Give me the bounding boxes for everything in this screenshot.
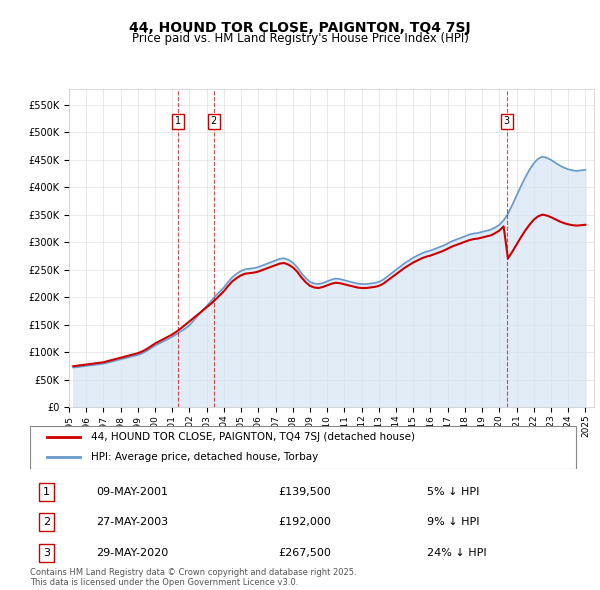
Text: 27-MAY-2003: 27-MAY-2003 (96, 517, 169, 527)
Text: 3: 3 (43, 548, 50, 558)
Text: Contains HM Land Registry data © Crown copyright and database right 2025.
This d: Contains HM Land Registry data © Crown c… (30, 568, 356, 587)
Text: 44, HOUND TOR CLOSE, PAIGNTON, TQ4 7SJ (detached house): 44, HOUND TOR CLOSE, PAIGNTON, TQ4 7SJ (… (91, 432, 415, 442)
Text: 29-MAY-2020: 29-MAY-2020 (96, 548, 169, 558)
Text: £192,000: £192,000 (278, 517, 331, 527)
Text: 1: 1 (175, 116, 181, 126)
Text: 2: 2 (211, 116, 217, 126)
Text: HPI: Average price, detached house, Torbay: HPI: Average price, detached house, Torb… (91, 452, 318, 461)
Text: 1: 1 (43, 487, 50, 497)
Text: £267,500: £267,500 (278, 548, 331, 558)
Text: 09-MAY-2001: 09-MAY-2001 (96, 487, 168, 497)
Text: Price paid vs. HM Land Registry's House Price Index (HPI): Price paid vs. HM Land Registry's House … (131, 32, 469, 45)
FancyBboxPatch shape (30, 426, 577, 468)
Text: 2: 2 (43, 517, 50, 527)
Text: 3: 3 (503, 116, 509, 126)
Text: £139,500: £139,500 (278, 487, 331, 497)
Text: 5% ↓ HPI: 5% ↓ HPI (427, 487, 480, 497)
Text: 24% ↓ HPI: 24% ↓ HPI (427, 548, 487, 558)
Text: 9% ↓ HPI: 9% ↓ HPI (427, 517, 480, 527)
Text: 44, HOUND TOR CLOSE, PAIGNTON, TQ4 7SJ: 44, HOUND TOR CLOSE, PAIGNTON, TQ4 7SJ (129, 21, 471, 35)
